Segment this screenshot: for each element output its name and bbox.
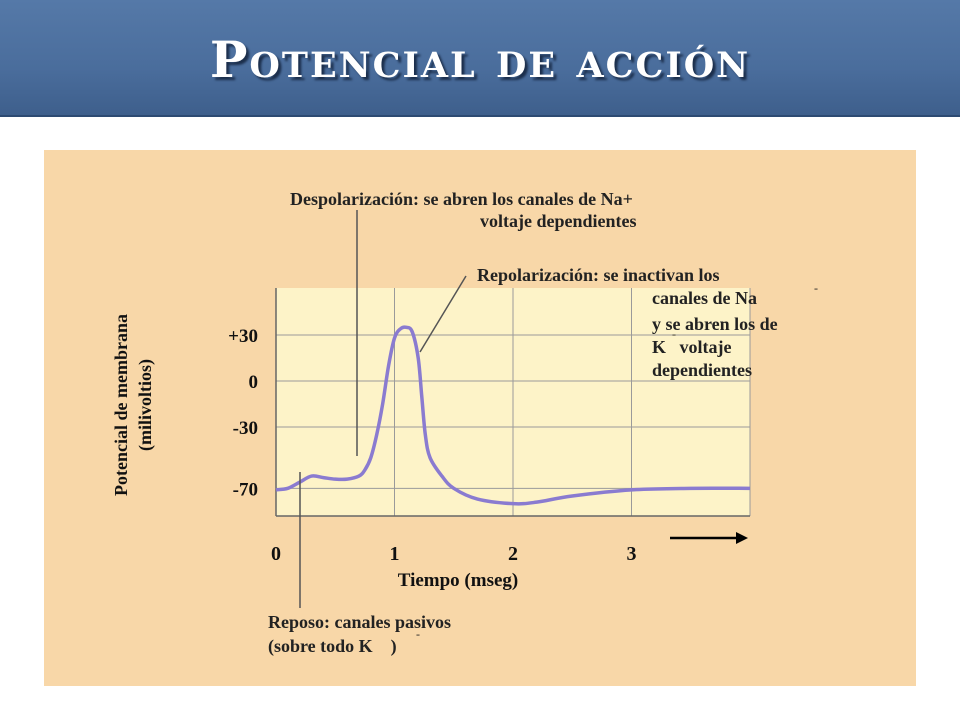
repol-annotation: Repolarización: se inactivan los canales… — [477, 265, 782, 380]
axes — [275, 288, 750, 517]
despol-annotation: Despolarización: se abren los canales de… — [290, 189, 637, 231]
x-tick-label: 3 — [627, 543, 637, 565]
time-arrow-head — [736, 532, 748, 544]
slide-title: Potencial de acción — [209, 30, 751, 89]
k-superscript-mark: - — [672, 327, 676, 341]
repol-line2: canales de Na — [652, 288, 757, 308]
grid-lines — [276, 288, 751, 516]
title-banner: Potencial de acción — [0, 0, 960, 117]
repol-line5: dependientes — [652, 360, 752, 380]
x-axis-label: Tiempo (mseg) — [398, 570, 519, 591]
y-axis-label-line2: (milivoltios) — [135, 359, 156, 451]
repol-line1: Repolarización: se inactivan los — [477, 265, 719, 285]
y-tick-label: +30 — [228, 326, 258, 347]
reposo-annotation: Reposo: canales pasivos (sobre todo K ) — [268, 612, 456, 657]
na-superscript-mark: - — [814, 281, 818, 295]
action-potential-curve — [275, 325, 751, 506]
repol-line4: K voltaje — [652, 337, 731, 357]
x-tick-label: 1 — [390, 543, 400, 565]
curve-layer — [275, 325, 751, 506]
x-tick-labels: 0 1 2 3 — [271, 543, 637, 565]
reposo-line2: (sobre todo K ) — [268, 636, 397, 657]
y-tick-label: 0 — [249, 372, 259, 393]
despol-line1: Despolarización: se abren los canales de… — [290, 189, 633, 209]
reposo-line1: Reposo: canales pasivos — [268, 612, 451, 632]
repol-leader-line — [419, 275, 467, 353]
y-tick-label: -30 — [233, 418, 258, 439]
y-tick-label: -70 — [233, 479, 258, 500]
x-tick-label: 2 — [508, 543, 518, 565]
x-tick-label: 0 — [271, 543, 281, 565]
repol-line3: y se abren los de — [652, 314, 778, 334]
y-tick-labels: +30 0 -30 -70 — [228, 326, 258, 500]
y-axis-label-line1: Potencial de membrana — [111, 314, 131, 496]
k-reposo-superscript-mark: - — [416, 627, 420, 641]
despol-line2: voltaje dependientes — [480, 211, 637, 231]
